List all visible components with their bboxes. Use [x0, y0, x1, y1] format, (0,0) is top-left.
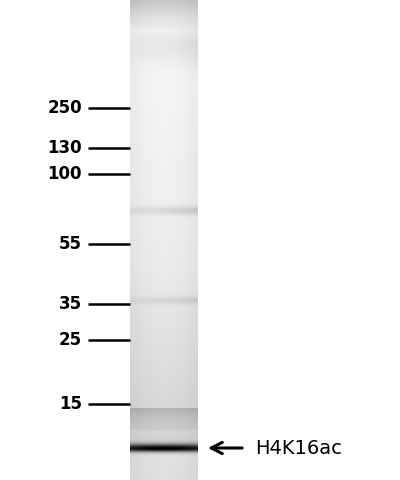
Text: 55: 55: [59, 235, 82, 253]
Text: 130: 130: [47, 139, 82, 157]
Text: 15: 15: [59, 395, 82, 413]
Text: H4K16ac: H4K16ac: [255, 439, 342, 457]
Text: 250: 250: [47, 99, 82, 117]
Text: 35: 35: [59, 295, 82, 313]
Text: 25: 25: [59, 331, 82, 349]
Text: 100: 100: [48, 165, 82, 183]
